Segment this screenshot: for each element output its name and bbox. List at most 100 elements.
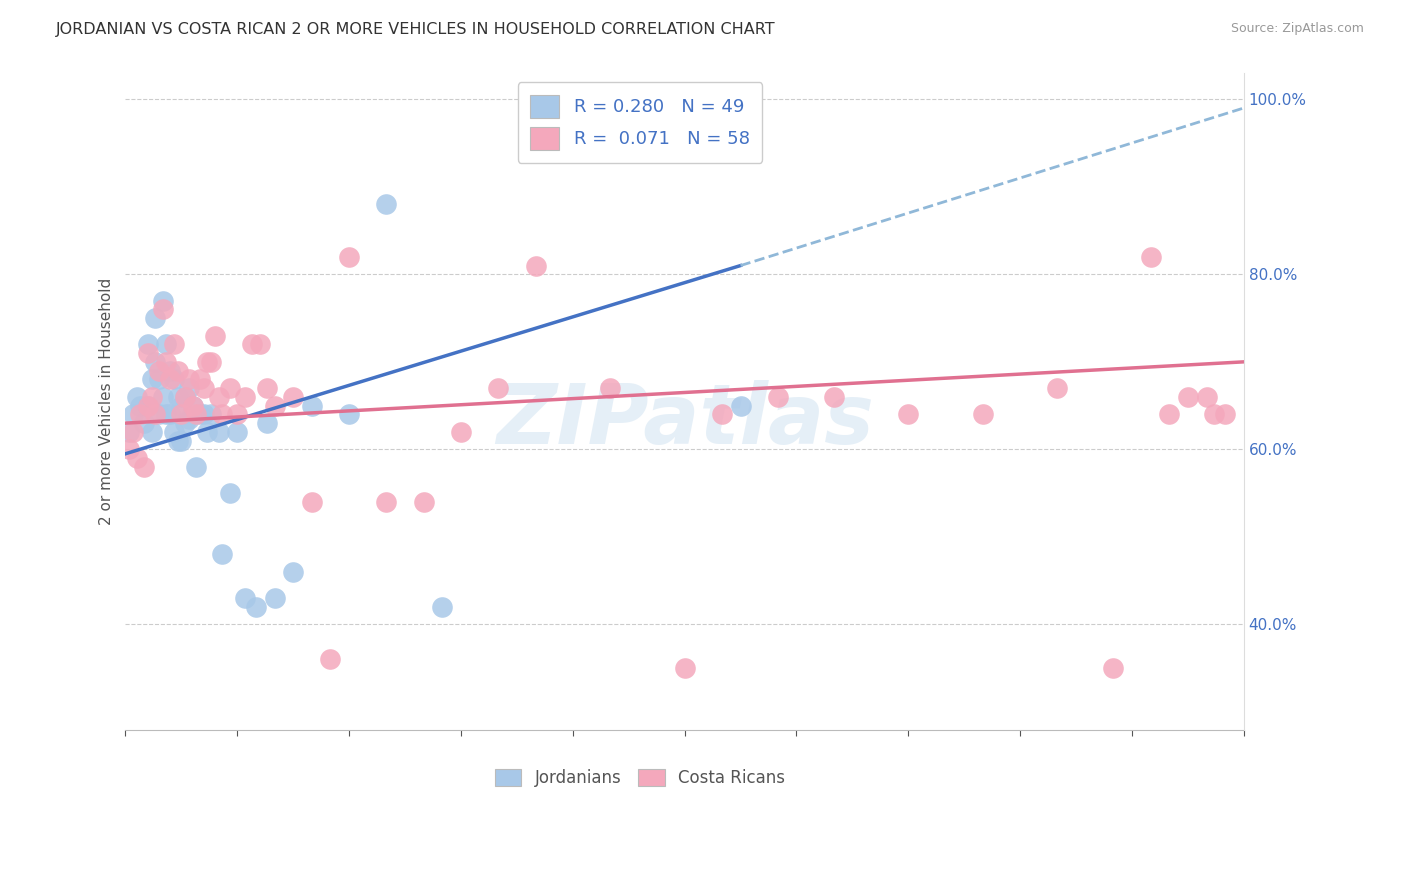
Point xyxy=(129,399,152,413)
Point xyxy=(163,337,186,351)
Point xyxy=(1046,381,1069,395)
Point xyxy=(283,565,305,579)
Point xyxy=(319,652,342,666)
Point xyxy=(599,381,621,395)
Point xyxy=(125,390,148,404)
Point xyxy=(148,408,170,422)
Point xyxy=(375,495,398,509)
Point xyxy=(132,416,155,430)
Point xyxy=(170,408,193,422)
Point xyxy=(972,408,994,422)
Point xyxy=(375,197,398,211)
Point xyxy=(163,372,186,386)
Text: JORDANIAN VS COSTA RICAN 2 OR MORE VEHICLES IN HOUSEHOLD CORRELATION CHART: JORDANIAN VS COSTA RICAN 2 OR MORE VEHIC… xyxy=(56,22,776,37)
Point xyxy=(197,425,219,439)
Point xyxy=(188,408,211,422)
Point xyxy=(155,337,177,351)
Point xyxy=(256,416,278,430)
Point xyxy=(245,599,267,614)
Point xyxy=(155,355,177,369)
Y-axis label: 2 or more Vehicles in Household: 2 or more Vehicles in Household xyxy=(100,277,114,524)
Point xyxy=(177,381,200,395)
Point xyxy=(174,416,197,430)
Point xyxy=(159,372,181,386)
Point xyxy=(148,363,170,377)
Point xyxy=(159,363,181,377)
Point xyxy=(233,591,256,606)
Point xyxy=(170,399,193,413)
Point xyxy=(1195,390,1218,404)
Point xyxy=(174,390,197,404)
Point xyxy=(141,372,163,386)
Point xyxy=(163,425,186,439)
Point xyxy=(208,390,231,404)
Point xyxy=(211,548,233,562)
Point xyxy=(143,355,166,369)
Point xyxy=(432,599,454,614)
Point xyxy=(1202,408,1225,422)
Point xyxy=(1159,408,1181,422)
Point xyxy=(177,372,200,386)
Point xyxy=(450,425,472,439)
Point xyxy=(136,399,159,413)
Point xyxy=(193,381,215,395)
Point xyxy=(218,486,240,500)
Point xyxy=(337,250,360,264)
Point xyxy=(263,591,285,606)
Point xyxy=(249,337,271,351)
Point xyxy=(200,355,222,369)
Point xyxy=(155,408,177,422)
Point xyxy=(1102,661,1125,675)
Point xyxy=(188,372,211,386)
Point xyxy=(301,399,323,413)
Point xyxy=(283,390,305,404)
Point xyxy=(208,425,231,439)
Point xyxy=(673,661,696,675)
Point xyxy=(1213,408,1236,422)
Point xyxy=(174,390,197,404)
Point xyxy=(143,408,166,422)
Point xyxy=(218,381,240,395)
Point xyxy=(263,399,285,413)
Point xyxy=(152,390,174,404)
Point xyxy=(159,408,181,422)
Point xyxy=(118,442,141,457)
Point xyxy=(524,259,547,273)
Point xyxy=(166,363,188,377)
Point xyxy=(233,390,256,404)
Point xyxy=(226,425,249,439)
Point xyxy=(136,399,159,413)
Point xyxy=(766,390,789,404)
Point xyxy=(122,425,145,439)
Point xyxy=(141,425,163,439)
Point xyxy=(211,408,233,422)
Point xyxy=(193,408,215,422)
Point xyxy=(1139,250,1161,264)
Point xyxy=(730,399,752,413)
Point xyxy=(226,408,249,422)
Text: Source: ZipAtlas.com: Source: ZipAtlas.com xyxy=(1230,22,1364,36)
Point xyxy=(132,459,155,474)
Point xyxy=(897,408,920,422)
Point xyxy=(197,355,219,369)
Point xyxy=(152,293,174,308)
Point xyxy=(200,408,222,422)
Point xyxy=(186,459,208,474)
Point xyxy=(337,408,360,422)
Point xyxy=(204,328,226,343)
Point xyxy=(166,390,188,404)
Point xyxy=(129,408,152,422)
Point xyxy=(148,372,170,386)
Point xyxy=(136,337,159,351)
Point xyxy=(256,381,278,395)
Point xyxy=(181,399,204,413)
Point xyxy=(152,302,174,317)
Point xyxy=(301,495,323,509)
Point xyxy=(122,408,145,422)
Point xyxy=(486,381,509,395)
Text: ZIPatlas: ZIPatlas xyxy=(496,380,873,461)
Point xyxy=(181,399,204,413)
Point xyxy=(1177,390,1199,404)
Point xyxy=(240,337,263,351)
Point xyxy=(170,434,193,448)
